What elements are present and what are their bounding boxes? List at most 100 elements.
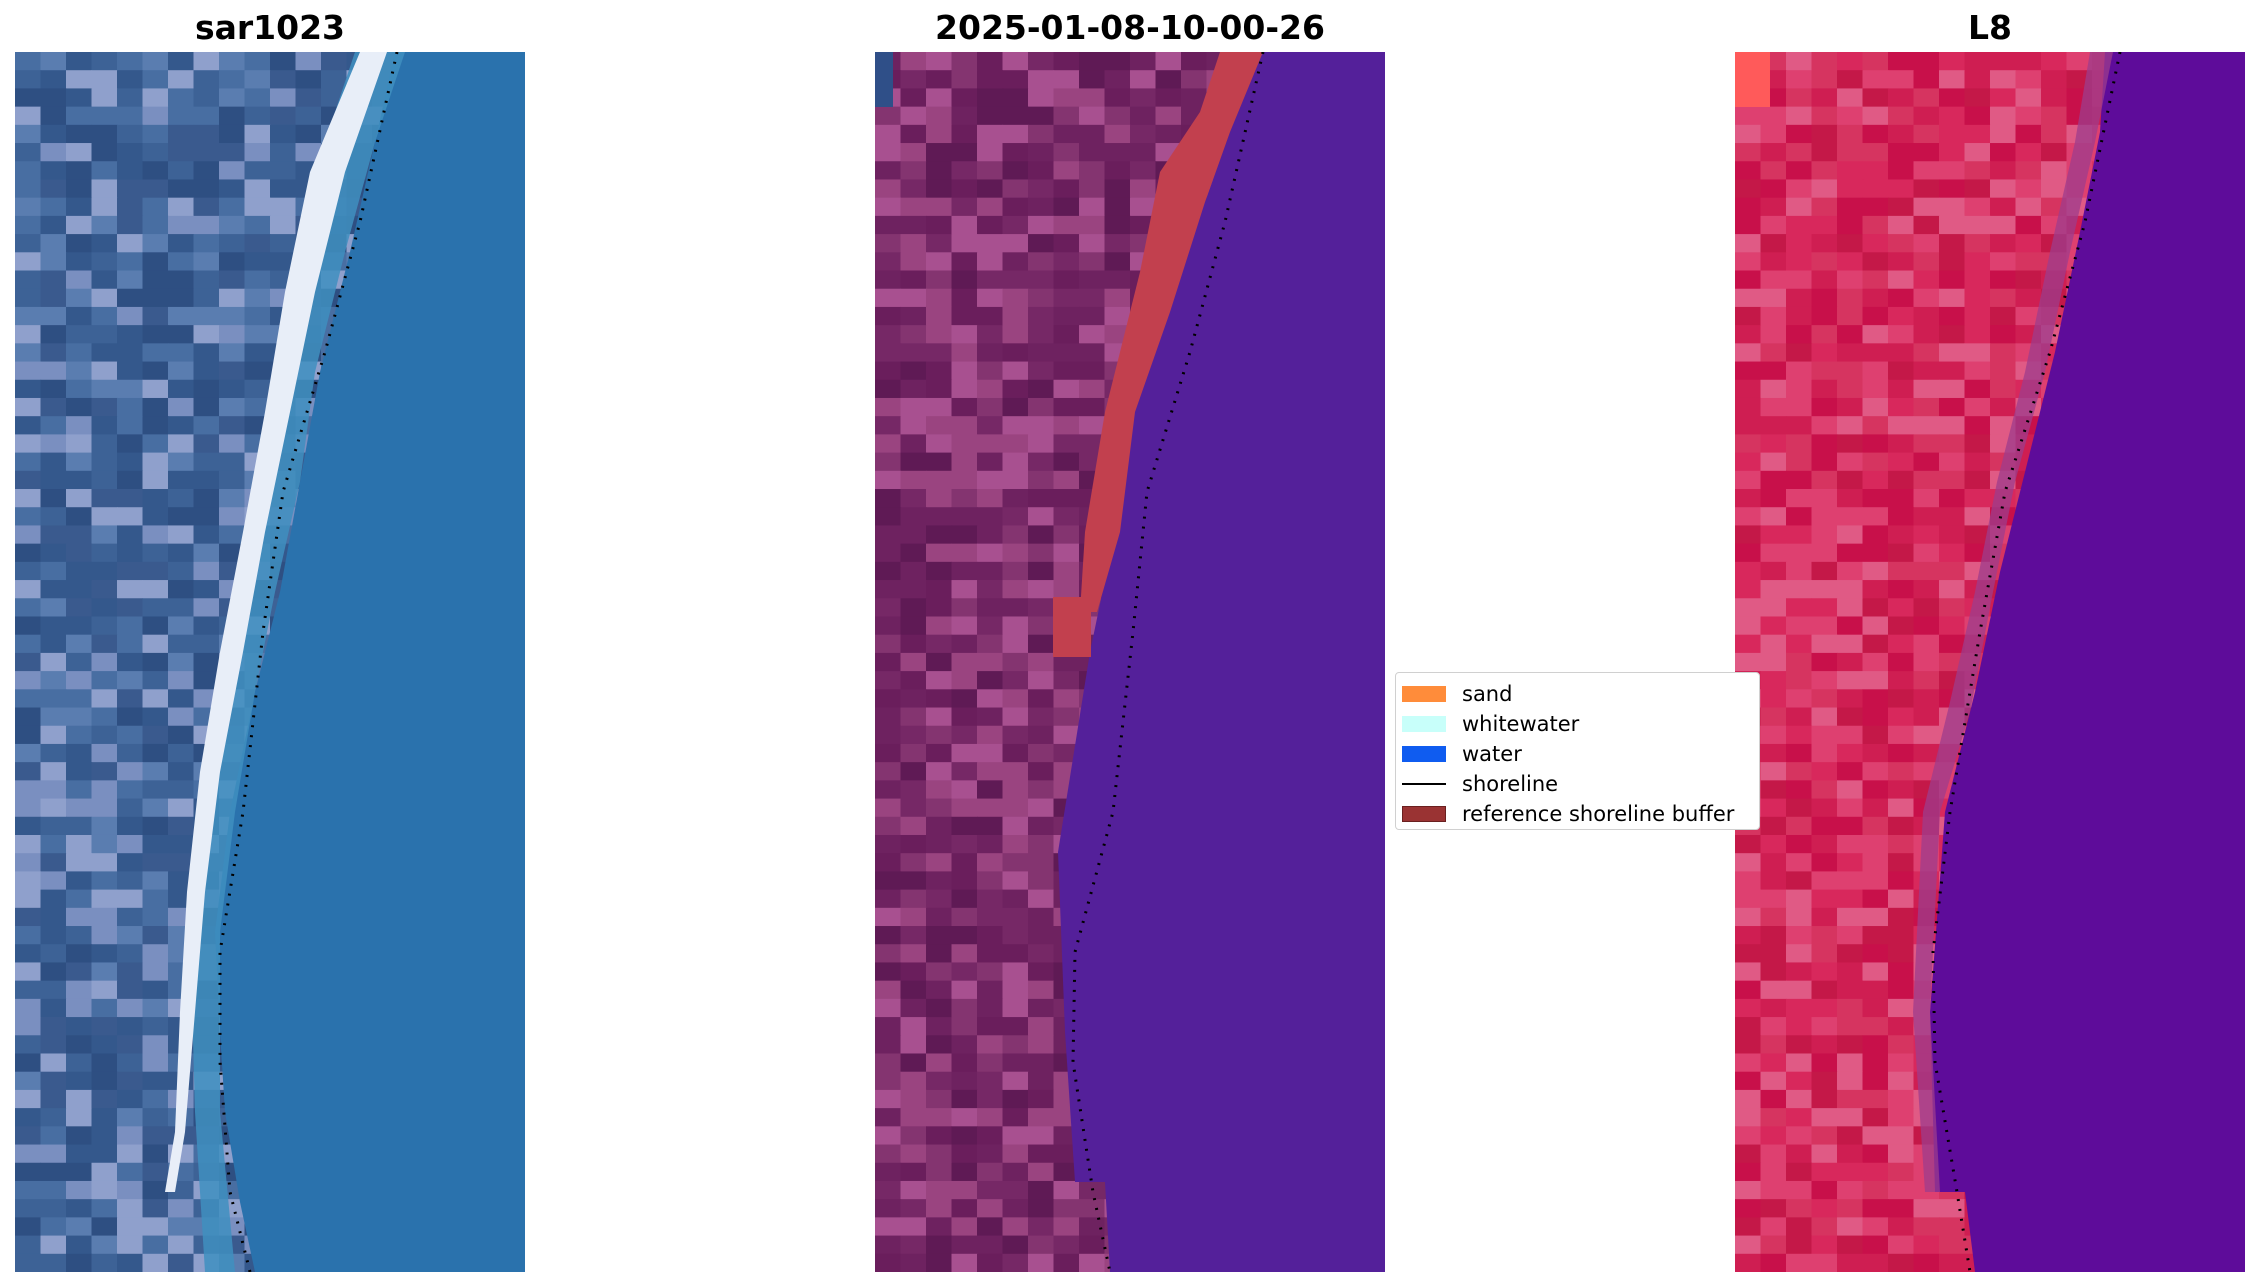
pixel [117, 489, 144, 508]
pixel [1760, 853, 1787, 872]
pixel [977, 926, 1004, 945]
pixel [1735, 907, 1762, 927]
pixel [900, 525, 927, 545]
pixel [1913, 325, 1940, 344]
pixel [1735, 998, 1762, 1018]
pixel [1939, 179, 1966, 199]
pixel [1028, 561, 1055, 581]
pixel [900, 598, 927, 618]
pixel [1002, 1253, 1029, 1272]
pixel [977, 306, 1004, 326]
pixel [1811, 1108, 1838, 1127]
pixel [117, 1162, 144, 1182]
pixel [977, 725, 1004, 745]
pixel [1786, 270, 1813, 290]
pixel [1735, 962, 1762, 982]
pixel [875, 379, 902, 399]
pixel [951, 580, 978, 599]
pixel [1079, 379, 1106, 399]
pixel [900, 507, 927, 527]
pixel [193, 434, 220, 454]
pixel [1939, 197, 1966, 217]
pixel [40, 616, 67, 636]
l8-index-image [1735, 52, 2245, 1272]
pixel [66, 853, 93, 872]
pixel [1079, 215, 1106, 235]
pixel [142, 543, 169, 563]
pixel [142, 907, 169, 927]
pixel [1053, 452, 1080, 472]
pixel [1002, 1180, 1029, 1200]
pixel [1990, 343, 2017, 363]
pixel [1786, 598, 1813, 618]
pixel [117, 580, 144, 599]
pixel [977, 1126, 1004, 1146]
pixel [219, 489, 246, 508]
pixel [142, 143, 169, 162]
pixel [1939, 507, 1966, 527]
pixel [15, 1071, 42, 1091]
pixel [900, 161, 927, 181]
pixel [977, 161, 1004, 181]
pixel [40, 889, 67, 909]
pixel [244, 379, 271, 399]
pixel [1990, 52, 2017, 71]
pixel [926, 215, 953, 235]
pixel [1837, 889, 1864, 909]
pixel [142, 507, 169, 527]
pixel [1888, 853, 1915, 872]
pixel [66, 452, 93, 472]
pixel [117, 1144, 144, 1164]
pixel [926, 926, 953, 945]
pixel [926, 816, 953, 836]
pixel [1786, 434, 1813, 454]
pixel [1079, 361, 1106, 381]
pixel [926, 707, 953, 727]
pixel [1735, 1126, 1762, 1146]
pixel [1862, 980, 1889, 1000]
pixel [1786, 197, 1813, 217]
pixel [1862, 525, 1889, 545]
pixel [142, 161, 169, 181]
pixel [1786, 397, 1813, 417]
pixel [1760, 725, 1787, 745]
pixel [900, 288, 927, 308]
pixel [1862, 543, 1889, 563]
pixel [168, 598, 195, 618]
pixel [117, 161, 144, 181]
pixel [926, 52, 953, 71]
pixel [977, 507, 1004, 527]
pixel [1939, 598, 1966, 618]
pixel [91, 525, 118, 545]
pixel [66, 489, 93, 508]
pixel [142, 1217, 169, 1237]
pixel [1913, 507, 1940, 527]
pixel [66, 343, 93, 363]
pixel [270, 252, 297, 272]
panel-title-rgb: sar1023 [194, 8, 346, 47]
pixel [977, 1235, 1004, 1255]
pixel [168, 434, 195, 454]
pixel [1735, 1035, 1762, 1055]
pixel [1837, 434, 1864, 454]
pixel [1964, 179, 1991, 199]
legend-box: sand whitewater water shoreline referenc… [1395, 672, 1760, 830]
pixel [91, 707, 118, 727]
pixel [926, 616, 953, 636]
pixel [1811, 343, 1838, 363]
pixel [1130, 88, 1157, 108]
pixel [1862, 616, 1889, 636]
pixel [951, 561, 978, 581]
legend-item-water: water [1402, 741, 1522, 767]
pixel [1786, 707, 1813, 727]
pixel [1862, 416, 1889, 435]
pixel [66, 1126, 93, 1146]
pixel [142, 926, 169, 945]
pixel [40, 798, 67, 818]
pixel [1786, 124, 1813, 144]
pixel [91, 143, 118, 162]
pixel [117, 1253, 144, 1272]
pixel [1837, 762, 1864, 781]
pixel [168, 489, 195, 508]
pixel [40, 1126, 67, 1146]
